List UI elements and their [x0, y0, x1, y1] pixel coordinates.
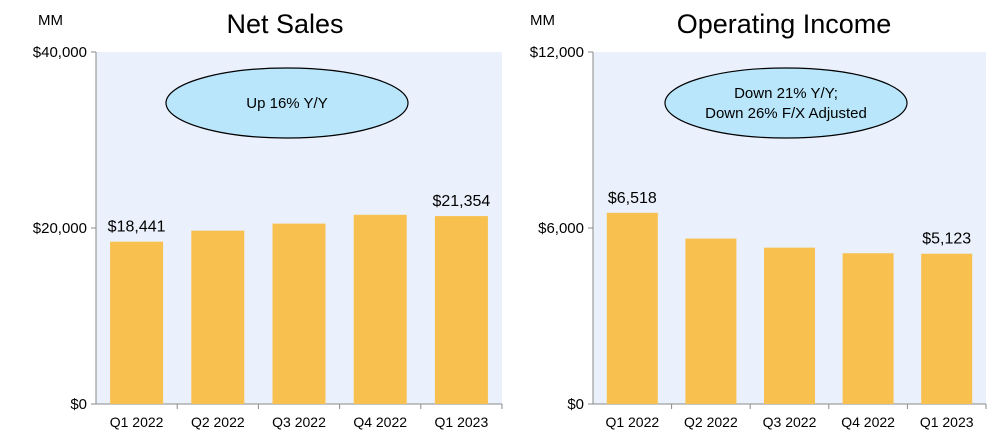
y-tick-label: $20,000	[33, 220, 87, 237]
x-tick-label: Q3 2022	[272, 414, 326, 430]
x-tick-label: Q3 2022	[763, 414, 817, 430]
bar	[606, 212, 658, 404]
callout-ellipse	[165, 67, 409, 139]
bar	[921, 253, 973, 404]
x-tick-label: Q1 2023	[435, 414, 489, 430]
y-tick-label: $0	[70, 396, 87, 413]
unit-label: MM	[38, 12, 63, 29]
bar	[685, 238, 737, 404]
callout-text: Down 26% F/X Adjusted	[705, 105, 867, 122]
y-tick-label: $6,000	[538, 220, 584, 237]
x-tick-label: Q2 2022	[684, 414, 738, 430]
bar	[434, 216, 488, 404]
x-tick-label: Q4 2022	[353, 414, 407, 430]
x-tick-label: Q4 2022	[841, 414, 895, 430]
x-tick-label: Q1 2022	[605, 414, 659, 430]
bar	[191, 230, 245, 404]
bar	[764, 247, 815, 404]
data-label: $18,441	[108, 219, 166, 236]
data-label: $5,123	[922, 231, 971, 248]
x-tick-label: Q1 2022	[110, 414, 164, 430]
chart-title: Operating Income	[677, 9, 892, 39]
bar	[353, 214, 407, 404]
y-tick-label: $40,000	[33, 44, 87, 61]
y-tick-label: $12,000	[530, 44, 584, 61]
x-tick-label: Q1 2023	[920, 414, 974, 430]
callout-text: Down 21% Y/Y;	[734, 85, 838, 102]
callout-ellipse	[664, 67, 908, 139]
callout-text: Up 16% Y/Y	[246, 95, 327, 112]
chart-title: Net Sales	[226, 9, 343, 39]
y-tick-label: $0	[567, 396, 584, 413]
data-label: $21,354	[432, 193, 490, 210]
chart-2: Operating Income MM $0 $6,000 $12,000 Q1 2022…	[530, 9, 987, 430]
chart-1: Net Sales MM $0 $20,000 $40,000 Q1 2022 Q2 202…	[33, 9, 503, 430]
bar	[272, 223, 326, 404]
data-label: $6,518	[608, 190, 657, 207]
unit-label: MM	[530, 12, 555, 29]
bar	[842, 253, 894, 404]
bar	[110, 241, 164, 404]
x-tick-label: Q2 2022	[191, 414, 245, 430]
